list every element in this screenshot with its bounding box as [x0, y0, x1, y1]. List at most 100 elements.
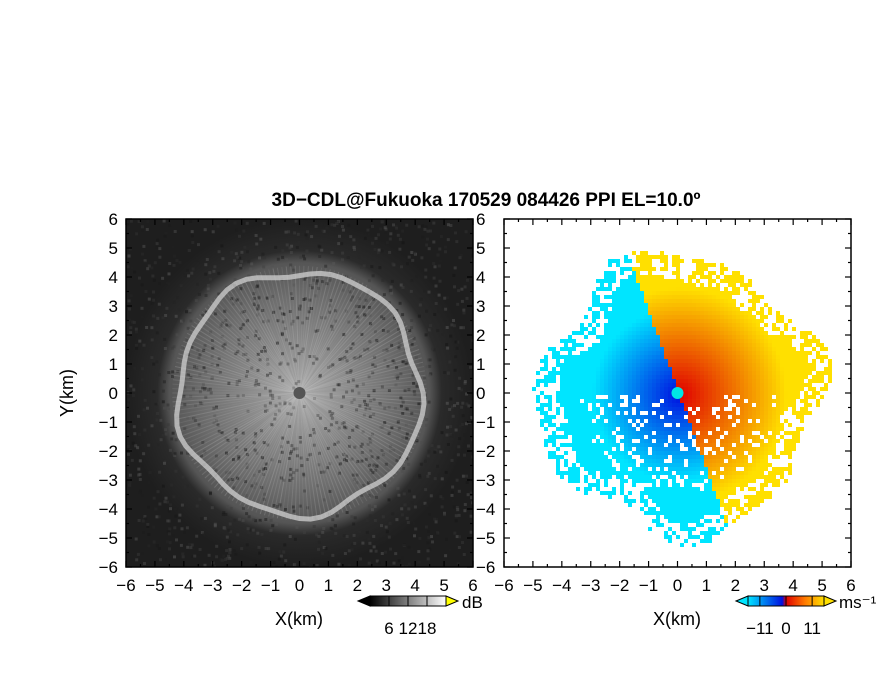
velocity-cell: [744, 403, 748, 407]
x-tick-label: 3: [382, 576, 391, 595]
velocity-cell: [612, 407, 616, 411]
noise-speck: [168, 320, 172, 324]
velocity-cell: [672, 431, 676, 435]
noise-speck: [296, 316, 300, 320]
velocity-cell: [712, 395, 716, 399]
velocity-cell: [600, 303, 604, 307]
velocity-cell: [572, 439, 576, 443]
velocity-cell: [568, 383, 572, 387]
noise-speck: [168, 541, 172, 545]
noise-speck: [312, 428, 316, 431]
noise-speck: [463, 503, 467, 506]
noise-speck: [308, 355, 312, 358]
noise-speck: [332, 262, 336, 265]
velocity-cell: [780, 407, 784, 411]
noise-speck: [450, 323, 454, 327]
velocity-cell: [760, 407, 764, 411]
noise-speck: [396, 374, 400, 378]
velocity-cell: [688, 463, 692, 467]
velocity-cell: [708, 347, 712, 351]
velocity-cell: [640, 451, 644, 455]
noise-speck: [257, 521, 261, 525]
velocity-cell: [592, 363, 596, 367]
noise-speck: [368, 340, 372, 344]
noise-speck: [460, 287, 464, 291]
velocity-cell: [680, 475, 684, 479]
velocity-cell: [572, 471, 576, 475]
noise-speck: [398, 237, 402, 241]
noise-speck: [314, 224, 318, 228]
radial-streak: [299, 392, 323, 519]
noise-speck: [371, 494, 375, 498]
noise-speck: [347, 549, 351, 553]
noise-speck: [423, 501, 427, 505]
velocity-cell: [684, 367, 688, 371]
velocity-cell: [656, 355, 660, 359]
velocity-cell: [624, 423, 628, 427]
noise-speck: [373, 355, 377, 359]
radial-streak: [178, 353, 300, 394]
noise-speck: [334, 309, 338, 313]
velocity-cell: [740, 419, 744, 423]
velocity-cell: [712, 351, 716, 355]
velocity-cell: [692, 299, 696, 303]
noise-speck: [415, 275, 418, 279]
velocity-cell: [748, 507, 752, 511]
velocity-cell: [588, 487, 592, 491]
velocity-cell: [560, 391, 564, 395]
noise-speck: [257, 545, 261, 549]
noise-speck: [241, 344, 245, 348]
velocity-cell: [784, 383, 788, 387]
velocity-cell: [664, 291, 668, 295]
noise-speck: [424, 488, 428, 492]
velocity-cell: [640, 475, 644, 479]
velocity-cell: [752, 499, 756, 503]
velocity-cell: [616, 291, 620, 295]
velocity-cell: [676, 419, 680, 423]
radial-streak: [272, 392, 300, 518]
y-tick-label: 4: [109, 268, 118, 287]
velocity-cell: [648, 527, 652, 531]
velocity-cell: [696, 315, 700, 319]
velocity-cell: [768, 335, 772, 339]
velocity-cell: [692, 351, 696, 355]
velocity-cell: [568, 387, 572, 391]
velocity-cell: [672, 519, 676, 523]
velocity-cell: [740, 355, 744, 359]
velocity-cell: [636, 423, 640, 427]
noise-speck: [155, 544, 159, 548]
noise-speck: [405, 407, 409, 411]
radial-streak: [299, 278, 356, 394]
velocity-cell: [680, 527, 684, 531]
velocity-cell: [684, 363, 688, 367]
velocity-cell: [588, 431, 592, 435]
velocity-cell: [660, 379, 664, 383]
velocity-cell: [656, 363, 660, 367]
velocity-cell: [768, 399, 772, 403]
radial-streak: [299, 301, 389, 394]
velocity-cell: [648, 387, 652, 391]
radial-streak: [299, 370, 425, 394]
noise-speck: [140, 306, 144, 310]
radial-streak: [196, 317, 300, 394]
noise-speck: [135, 232, 139, 236]
noise-speck: [449, 224, 453, 227]
noise-speck: [210, 355, 214, 359]
velocity-cell: [592, 331, 596, 335]
velocity-cell: [708, 275, 712, 279]
velocity-cell: [796, 371, 800, 375]
velocity-cell: [680, 499, 684, 503]
noise-speck: [190, 234, 194, 238]
noise-speck: [232, 549, 236, 552]
noise-speck: [403, 351, 407, 355]
velocity-cell: [544, 411, 548, 415]
velocity-cell: [660, 455, 664, 459]
velocity-cell: [640, 335, 644, 339]
noise-speck: [458, 376, 462, 380]
velocity-cell: [712, 311, 716, 315]
noise-speck: [405, 223, 409, 227]
noise-speck: [446, 238, 450, 242]
velocity-cell: [616, 371, 620, 375]
velocity-cell: [604, 371, 608, 375]
velocity-cell: [580, 455, 584, 459]
